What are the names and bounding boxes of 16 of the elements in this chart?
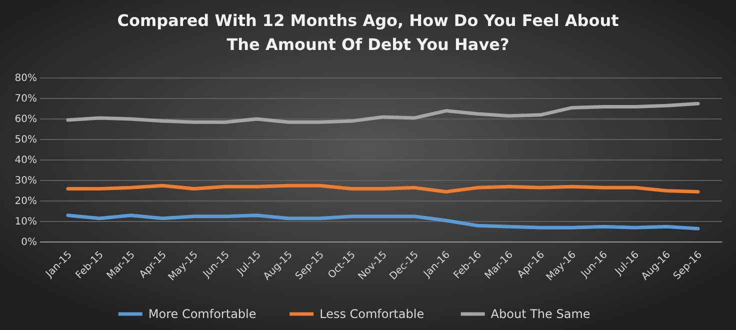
y-tick-label: 10%: [14, 216, 37, 228]
legend-label: Less Comfortable: [320, 307, 424, 321]
y-tick-label: 30%: [14, 176, 37, 187]
chart-title: Compared With 12 Months Ago, How Do You Feel About The Amount Of Debt You Have?: [117, 11, 620, 54]
y-tick-label: 80%: [14, 73, 37, 84]
y-tick-label: 20%: [14, 196, 37, 208]
legend-label: More Comfortable: [148, 307, 256, 321]
line-series: [66, 214, 700, 230]
line-series: [66, 184, 700, 194]
y-tick-label: 50%: [14, 134, 37, 146]
y-tick-label: 0%: [21, 237, 37, 248]
line-series: [66, 102, 700, 124]
legend-label: About The Same: [490, 307, 590, 321]
y-tick-label: 60%: [14, 114, 37, 126]
y-tick-label: 40%: [14, 155, 37, 166]
y-tick-label: 70%: [14, 94, 37, 105]
